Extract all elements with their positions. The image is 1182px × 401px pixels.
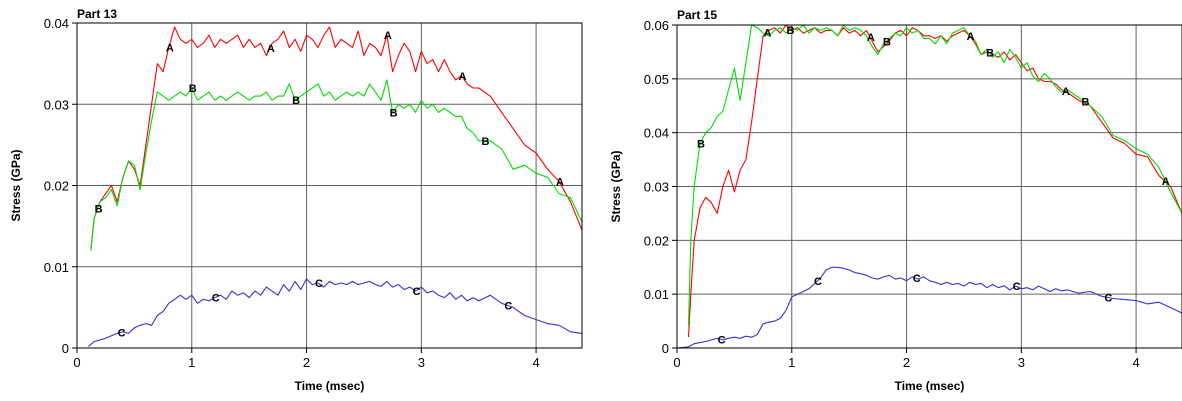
x-tick-label: 2 — [903, 355, 910, 370]
grid-lines — [76, 22, 582, 349]
series-marker-b: B — [697, 138, 705, 150]
x-tick-label: 4 — [532, 355, 539, 370]
x-tick-labels: 0 1 2 3 4 — [673, 348, 1140, 370]
series-marker-c: C — [718, 334, 726, 346]
series-line-c — [676, 266, 1182, 349]
series-marker-c: C — [212, 293, 220, 305]
chart-title: Part 13 — [77, 7, 117, 21]
series-marker-c: C — [913, 273, 921, 285]
series-marker-b: B — [390, 107, 398, 119]
series-marker-a: A — [867, 32, 875, 44]
x-tick-label: 2 — [303, 355, 310, 370]
series-marker-b: B — [189, 83, 197, 95]
y-tick-label: 0.03 — [644, 180, 669, 195]
x-axis-label: Time (msec) — [895, 379, 965, 393]
x-tick-label: 4 — [1132, 355, 1139, 370]
series-marker-b: B — [481, 136, 489, 148]
chart-title: Part 15 — [677, 8, 717, 22]
series-marker-labels: A A A A A B B B B B C C C C C — [95, 30, 564, 339]
x-tick-label: 1 — [788, 355, 795, 370]
y-tick-label: 0 — [662, 341, 669, 356]
y-tick-label: 0 — [62, 341, 69, 356]
series-line-c — [88, 278, 583, 347]
series-marker-b: B — [1081, 97, 1089, 109]
series-marker-c: C — [1013, 281, 1021, 293]
y-tick-label: 0.02 — [644, 233, 669, 248]
series-marker-a: A — [166, 42, 174, 54]
x-tick-labels: 0 1 2 3 4 — [73, 348, 540, 370]
y-axis-label: Stress (GPa) — [9, 149, 23, 221]
x-tick-label: 3 — [1018, 355, 1025, 370]
series-marker-c: C — [315, 278, 323, 290]
y-tick-label: 0.02 — [44, 179, 69, 194]
series-marker-c: C — [413, 286, 421, 298]
y-tick-label: 0.03 — [44, 97, 69, 112]
x-tick-label: 0 — [673, 355, 680, 370]
y-tick-labels: 0 0.01 0.02 0.03 0.04 — [44, 16, 77, 356]
series-marker-a: A — [967, 31, 975, 43]
series-marker-a: A — [458, 71, 466, 83]
series-layer — [88, 26, 583, 347]
y-axis-label: Stress (GPa) — [609, 150, 623, 222]
series-marker-a: A — [384, 30, 392, 42]
x-tick-label: 3 — [418, 355, 425, 370]
series-marker-b: B — [292, 95, 300, 107]
y-tick-label: 0.01 — [44, 260, 69, 275]
series-marker-c: C — [504, 300, 512, 312]
series-marker-b: B — [883, 37, 891, 49]
series-marker-b: B — [95, 203, 103, 215]
series-line-b — [90, 79, 583, 251]
series-line-b — [687, 24, 1182, 327]
y-tick-label: 0.05 — [644, 72, 669, 87]
y-tick-label: 0.06 — [644, 18, 669, 33]
series-line-a — [90, 26, 583, 251]
series-marker-a: A — [267, 43, 275, 55]
x-tick-label: 0 — [73, 355, 80, 370]
series-marker-b: B — [986, 47, 994, 59]
series-line-a — [687, 24, 1182, 338]
series-marker-c: C — [118, 327, 126, 339]
series-layer — [676, 24, 1182, 349]
series-marker-a: A — [1162, 176, 1170, 188]
series-marker-a: A — [764, 28, 772, 40]
x-tick-label: 1 — [188, 355, 195, 370]
y-tick-label: 0.01 — [644, 287, 669, 302]
y-tick-label: 0.04 — [44, 16, 69, 31]
x-axis-label: Time (msec) — [295, 379, 365, 393]
series-marker-c: C — [814, 276, 822, 288]
y-tick-label: 0.04 — [644, 126, 669, 141]
series-marker-b: B — [786, 25, 794, 37]
series-marker-a: A — [556, 176, 564, 188]
series-marker-c: C — [1104, 292, 1112, 304]
series-marker-a: A — [1062, 86, 1070, 98]
y-tick-labels: 0 0.01 0.02 0.03 0.04 0.05 0.06 — [644, 18, 677, 356]
